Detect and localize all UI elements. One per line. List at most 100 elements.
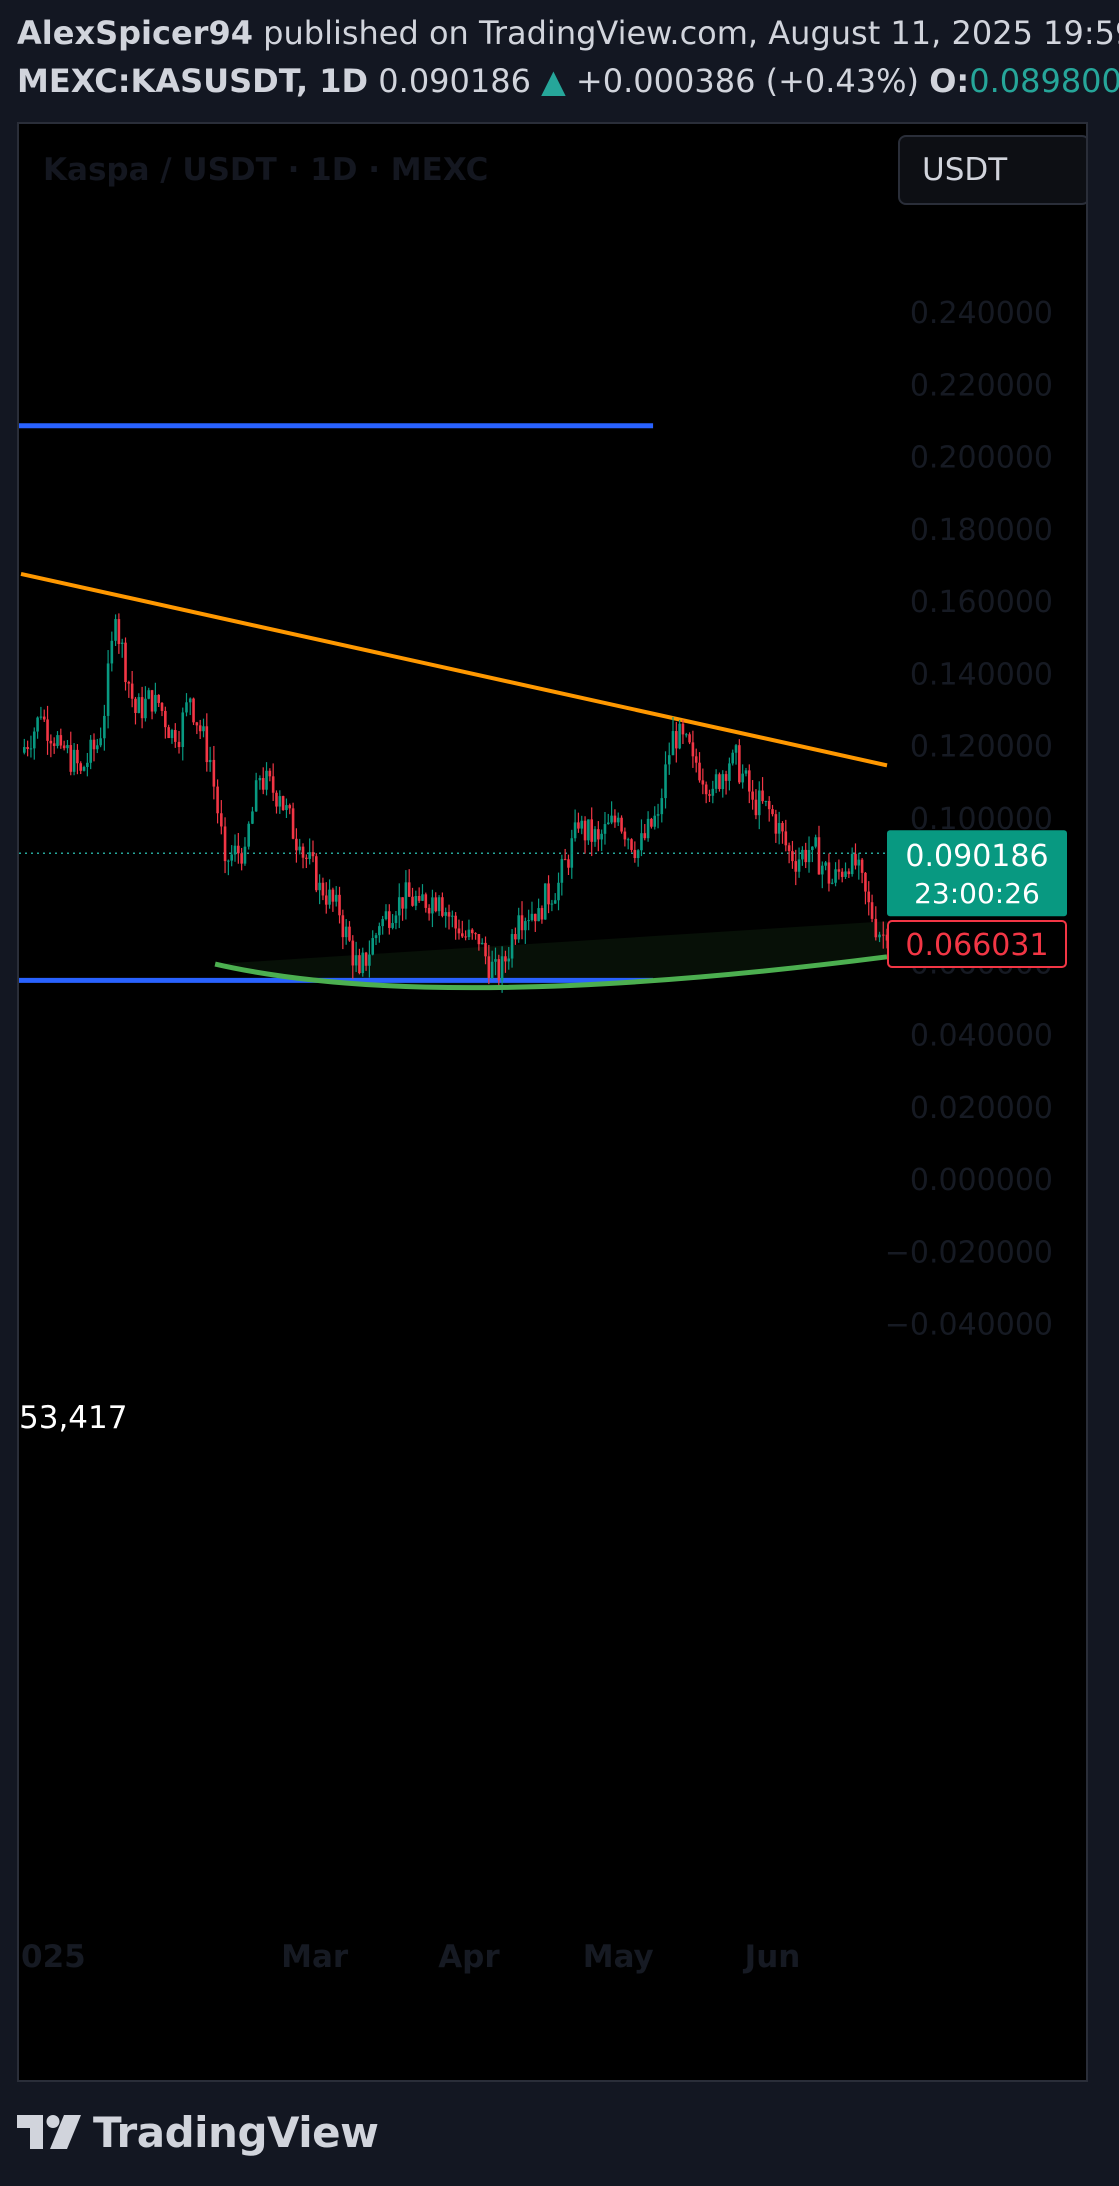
candle-body	[563, 859, 567, 861]
candle-body	[237, 845, 240, 854]
candle-body	[497, 959, 501, 981]
tradingview-wordmark: TradingView	[93, 2107, 379, 2157]
candle-body	[387, 911, 391, 928]
x-axis-label: Mar	[281, 1939, 349, 1975]
candle-body	[570, 838, 574, 868]
candle-body	[137, 697, 141, 713]
y-axis-tick-label: 0.040000	[910, 1019, 1053, 1054]
candle-body	[870, 902, 874, 919]
candle-body	[764, 801, 768, 803]
candle-body	[36, 717, 39, 732]
candle-body	[384, 911, 388, 920]
candle-body	[520, 915, 524, 931]
candle-body	[794, 861, 798, 872]
candle-body	[391, 922, 394, 928]
candle-body	[66, 745, 69, 749]
candle-body	[610, 815, 613, 823]
candle-body	[278, 796, 282, 807]
candle-body	[457, 928, 461, 934]
candle-body	[114, 619, 117, 641]
candle-body	[424, 894, 428, 908]
candle-body	[524, 921, 527, 931]
candle-body	[467, 929, 471, 938]
candle-body	[368, 954, 371, 966]
price-chart[interactable]: 0.240000 0.220000 0.200000 0.180000 0.160000…	[19, 124, 1086, 2080]
candle-body	[801, 849, 804, 860]
y-axis-tick-label: 0.220000	[910, 368, 1053, 403]
candle-body	[247, 823, 250, 847]
candle-body	[678, 723, 681, 749]
current-price-tag	[887, 830, 1067, 917]
candle-body	[49, 740, 53, 744]
currency-button[interactable]: USDT	[898, 135, 1086, 205]
candle-body	[701, 780, 705, 785]
candle-body	[227, 860, 230, 862]
candle-body	[311, 852, 315, 857]
candle-body	[708, 794, 711, 796]
footer: TradingView	[17, 2105, 379, 2159]
candle-body	[640, 833, 643, 851]
y-axis-tick-label: 0.140000	[910, 657, 1053, 692]
candle-body	[684, 734, 688, 736]
y-axis-tick-label: 0.240000	[910, 296, 1053, 331]
chart-area[interactable]: 0.240000 0.220000 0.200000 0.180000 0.160000…	[17, 122, 1088, 2082]
candle-body	[441, 897, 444, 916]
tradingview-logo[interactable]: TradingView	[17, 2107, 379, 2157]
y-axis-tick-label: 0.180000	[910, 513, 1053, 548]
candle-body	[791, 851, 794, 862]
y-axis-tick-label: 0.020000	[910, 1091, 1053, 1126]
candle-body	[827, 862, 831, 884]
candle-body	[817, 837, 821, 875]
candle-body	[761, 790, 764, 802]
candle-body	[797, 859, 801, 872]
candle-body	[124, 642, 127, 683]
candle-body	[86, 762, 89, 767]
candle-body	[52, 743, 56, 746]
candle-body	[39, 716, 43, 718]
candle-body	[358, 955, 361, 974]
candle-body	[751, 791, 754, 800]
candle-body	[834, 869, 837, 883]
candle-body	[96, 745, 99, 750]
candle-body	[533, 913, 537, 922]
candle-body	[728, 763, 731, 781]
candle-body	[840, 871, 844, 877]
candle-body	[656, 814, 660, 816]
candle-body	[26, 747, 29, 750]
candle-body	[230, 854, 233, 861]
candle-body	[72, 749, 76, 772]
candle-body	[378, 926, 381, 936]
candle-body	[447, 912, 451, 917]
candle-body	[212, 759, 216, 787]
candle-body	[748, 770, 751, 792]
candle-body	[23, 747, 26, 753]
candle-body	[318, 882, 321, 891]
candle-body	[470, 929, 474, 934]
candle-body	[694, 756, 698, 763]
candle-body	[711, 788, 715, 796]
candle-body	[636, 850, 640, 859]
candle-body	[688, 734, 691, 743]
candle-body	[514, 934, 517, 940]
candle-body	[857, 859, 861, 866]
candle-body	[371, 938, 375, 955]
resistance-trendline	[20, 571, 888, 768]
candle-body	[500, 956, 504, 981]
current-price-tag-countdown: 23:00:26	[914, 877, 1040, 910]
candle-body	[167, 727, 170, 739]
candle-body	[46, 719, 49, 741]
candle-body	[364, 952, 368, 966]
candle-body	[32, 731, 36, 749]
candle-body	[308, 852, 311, 859]
candle-body	[220, 813, 223, 827]
candle-body	[864, 872, 867, 892]
candle-body	[850, 853, 854, 875]
candle-body	[29, 748, 33, 750]
candle-body	[251, 811, 254, 824]
candle-body	[295, 838, 298, 851]
author-name[interactable]: AlexSpicer94	[17, 14, 253, 52]
candle-body	[434, 897, 438, 912]
candle-body	[847, 871, 851, 875]
candle-body	[587, 819, 590, 841]
candle-body	[202, 726, 205, 732]
